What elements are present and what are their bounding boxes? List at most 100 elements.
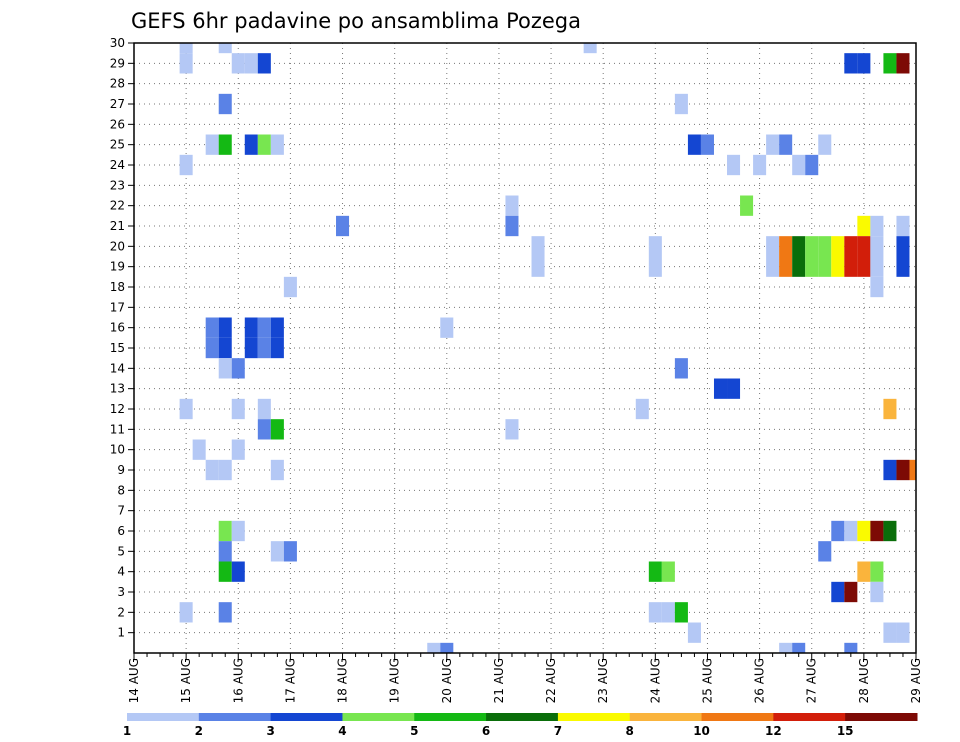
heatmap-cell (805, 256, 819, 277)
y-tick-label: 4 (117, 565, 125, 579)
colorbar-swatch (773, 713, 846, 721)
heatmap-cell (805, 236, 819, 257)
colorbar-label: 1 (123, 724, 131, 738)
heatmap-cell (635, 398, 649, 420)
heatmap-cell (870, 256, 884, 277)
heatmap-cell (270, 317, 284, 338)
colorbar-swatch (629, 713, 703, 721)
heatmap-cell (896, 256, 910, 277)
x-tick-label: 29 AUG (909, 658, 923, 703)
colorbar-label: 8 (626, 724, 634, 738)
heatmap-cell (179, 43, 193, 54)
y-tick-label: 25 (110, 138, 125, 152)
heatmap-cell (831, 520, 845, 542)
heatmap-cell (753, 154, 767, 176)
heatmap-cell (792, 236, 806, 257)
colorbar-label: 7 (554, 724, 562, 738)
heatmap-cell (792, 154, 806, 176)
heatmap-cells (179, 43, 916, 653)
colorbar-label: 4 (338, 724, 346, 738)
y-tick-label: 28 (110, 77, 125, 91)
heatmap-cell (218, 602, 232, 623)
y-tick-label: 3 (117, 585, 125, 599)
heatmap-cell (857, 520, 871, 542)
colorbar-label: 2 (195, 724, 203, 738)
heatmap-cell (844, 520, 858, 542)
heatmap-cell (857, 561, 871, 582)
heatmap-cell (648, 561, 662, 582)
heatmap-cell (818, 236, 832, 257)
heatmap-cell (218, 561, 232, 582)
heatmap-cell (218, 358, 232, 379)
x-tick-label: 15 AUG (179, 658, 193, 703)
heatmap-cell (244, 53, 258, 74)
heatmap-cell (661, 602, 675, 623)
heatmap-cell (283, 541, 297, 562)
y-tick-label: 12 (110, 402, 125, 416)
heatmap-cell (218, 93, 232, 115)
heatmap-cell (779, 642, 793, 653)
heatmap-cell (674, 602, 688, 623)
heatmap-cell (231, 561, 245, 582)
heatmap-cell (896, 459, 910, 481)
heatmap-cell (231, 358, 245, 379)
y-tick-label: 26 (110, 117, 125, 131)
x-tick-label: 14 AUG (127, 658, 141, 703)
heatmap-cell (336, 215, 350, 237)
colorbar-swatch (845, 713, 918, 721)
x-tick-label: 17 AUG (283, 658, 297, 703)
x-tick-label: 25 AUG (700, 658, 714, 703)
heatmap-cell (766, 236, 780, 257)
heatmap-cell (883, 398, 897, 420)
colorbar-swatch (270, 713, 343, 721)
heatmap-cell (270, 337, 284, 359)
heatmap-cell (244, 317, 258, 338)
colorbar-swatch (342, 713, 415, 721)
heatmap-cell (661, 561, 675, 582)
heatmap-cell (792, 256, 806, 277)
heatmap-cell (257, 419, 271, 440)
chart-title: GEFS 6hr padavine po ansamblima Pozega (131, 9, 581, 33)
heatmap-cell (857, 256, 871, 277)
heatmap-cell (505, 215, 519, 237)
heatmap-cell (779, 236, 793, 257)
x-axis-ticks: 14 AUG 15 AUG 16 AUG 17 AUG 18 AUG 19 AUG 20 A… (127, 653, 923, 703)
heatmap-cell (270, 134, 284, 155)
heatmap-cell (687, 134, 701, 155)
heatmap-cell (883, 622, 897, 643)
heatmap-cell (713, 378, 728, 399)
colorbar-swatch (701, 713, 774, 721)
heatmap-cell (218, 317, 232, 338)
heatmap-cell (766, 134, 780, 155)
heatmap-cell (870, 276, 884, 298)
heatmap-cell (687, 622, 701, 643)
colorbar-label: 15 (837, 724, 854, 738)
y-tick-label: 8 (117, 483, 125, 497)
heatmap-cell (870, 236, 884, 257)
heatmap-cell (531, 256, 545, 277)
heatmap-cell (831, 256, 845, 277)
heatmap-cell (844, 581, 858, 603)
heatmap-cell (648, 602, 662, 623)
heatmap-cell (505, 419, 519, 440)
colorbar-label: 12 (765, 724, 782, 738)
heatmap-cell (857, 53, 871, 74)
y-tick-label: 9 (117, 463, 125, 477)
heatmap-cell (674, 93, 688, 115)
y-tick-label: 27 (110, 97, 125, 111)
heatmap-cell (270, 419, 284, 440)
heatmap-cell (218, 337, 232, 359)
heatmap-cell (440, 317, 454, 338)
x-tick-label: 28 AUG (857, 658, 871, 703)
heatmap-cell (727, 378, 741, 399)
x-tick-label: 16 AUG (231, 658, 245, 703)
colorbar-swatch (414, 713, 487, 721)
heatmap-cell (270, 459, 284, 481)
heatmap-cell (179, 602, 193, 623)
y-tick-label: 5 (117, 544, 125, 558)
colorbar-swatch (557, 713, 631, 721)
x-tick-label: 22 AUG (544, 658, 558, 703)
heatmap-cell (648, 236, 662, 257)
x-tick-label: 27 AUG (805, 658, 819, 703)
